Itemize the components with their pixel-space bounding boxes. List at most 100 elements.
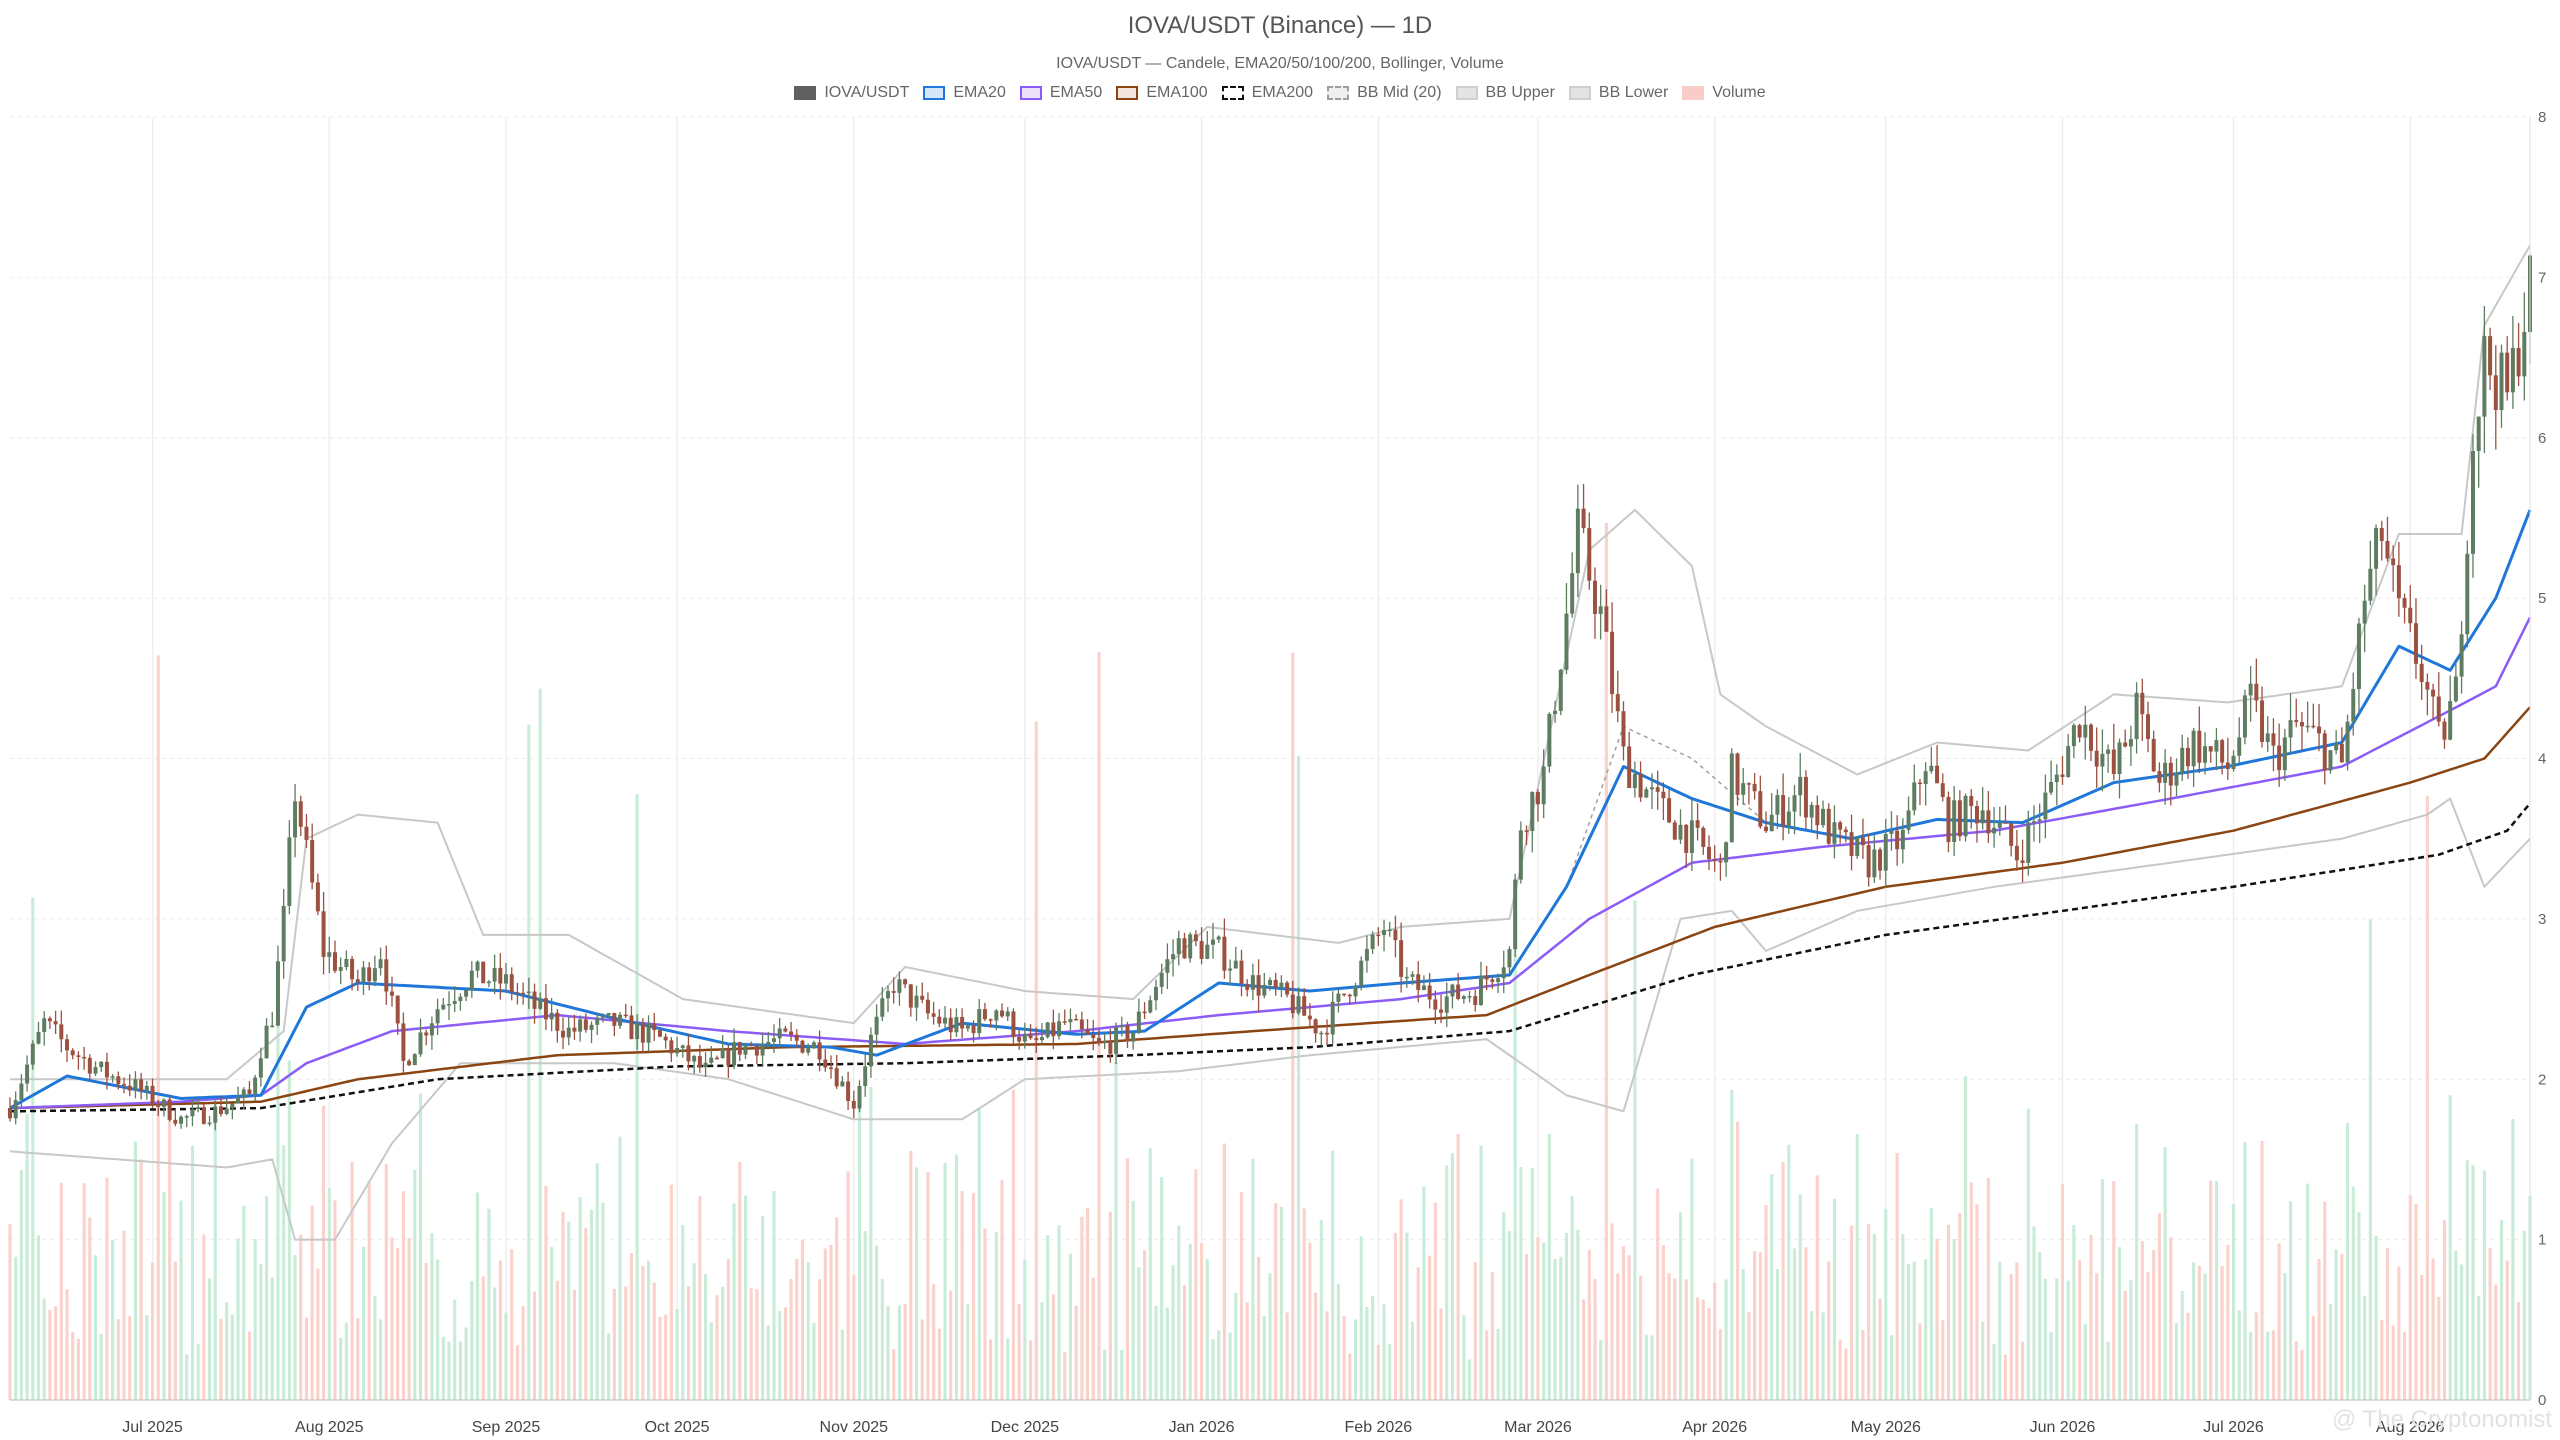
volume-bar — [1399, 1199, 1403, 1400]
candle-body — [8, 1108, 12, 1119]
volume-bar — [989, 1339, 993, 1400]
legend-item-volume[interactable]: Volume — [1682, 84, 1766, 102]
candle-body — [2237, 737, 2242, 756]
candle-body — [304, 826, 309, 840]
candle-body — [1798, 776, 1803, 796]
volume-bar — [1981, 1321, 1985, 1400]
legend-item-ema20[interactable]: EMA20 — [923, 84, 1006, 102]
candle-body — [2031, 821, 2036, 823]
candle-body — [1735, 753, 1740, 795]
volume-bar — [390, 1237, 394, 1400]
y-tick-label: 8 — [2538, 109, 2546, 126]
candle-body — [275, 961, 280, 1026]
volume-bar — [418, 1093, 423, 1400]
volume-bar — [2374, 1235, 2378, 1400]
volume-bar — [584, 1227, 588, 1400]
legend-item-ema200[interactable]: EMA200 — [1221, 84, 1314, 102]
volume-bar — [1017, 1303, 1021, 1400]
volume-bar — [1906, 1263, 1911, 1400]
candle-body — [2488, 336, 2493, 376]
volume-bar — [521, 1306, 525, 1400]
candle-body — [903, 979, 908, 985]
legend-item-bb-mid-20[interactable]: BB Mid (20) — [1327, 84, 1442, 102]
candle-body — [2248, 683, 2253, 696]
candle-body — [1872, 849, 1877, 878]
volume-bar — [2505, 1260, 2509, 1400]
candle-body — [2174, 773, 2179, 786]
candle-body — [1125, 1025, 1130, 1042]
volume-bar — [384, 1163, 388, 1400]
x-tick-label: Jun 2026 — [2030, 1419, 2096, 1436]
candle-body — [789, 1031, 794, 1035]
volume-bar — [1941, 1320, 1945, 1400]
volume-bar — [2237, 1310, 2241, 1400]
volume-bar — [1855, 1133, 1859, 1400]
volume-bar — [2460, 1264, 2464, 1400]
x-tick-label: Mar 2026 — [1504, 1419, 1572, 1436]
volume-bar — [1798, 1194, 1802, 1400]
candle-body — [184, 1116, 189, 1118]
volume-bar — [54, 1306, 58, 1400]
volume-bar — [2431, 1258, 2435, 1400]
volume-bar — [641, 1265, 645, 1400]
legend-item-iova-usdt[interactable]: IOVA/USDT — [794, 84, 909, 102]
candle-body — [857, 1085, 862, 1109]
legend-item-bb-lower[interactable]: BB Lower — [1568, 84, 1668, 102]
candle-body — [880, 998, 885, 1017]
candle-body — [982, 1009, 987, 1020]
candle-body — [2208, 746, 2213, 752]
volume-bar — [1992, 1343, 1996, 1400]
candle-body — [350, 958, 355, 980]
candle-body — [2231, 755, 2236, 769]
volume-bar — [1234, 1292, 1238, 1400]
candle-body — [1108, 1041, 1113, 1054]
candle-body — [1832, 822, 1837, 844]
volume-bar — [1844, 1348, 1848, 1400]
candle-body — [1279, 982, 1284, 989]
volume-bar — [259, 1263, 263, 1400]
candle-body — [2334, 744, 2339, 751]
candle-body — [1353, 986, 1358, 997]
volume-bar — [2254, 1312, 2258, 1400]
candle-body — [2151, 738, 2156, 772]
candle-body — [59, 1024, 64, 1040]
candle-body — [47, 1018, 52, 1022]
volume-bar — [1758, 1252, 1762, 1400]
candle-body — [1621, 711, 1626, 747]
legend-item-ema100[interactable]: EMA100 — [1116, 84, 1208, 102]
volume-bar — [1787, 1144, 1791, 1400]
volume-bar — [726, 1259, 730, 1400]
candle-body — [30, 1043, 35, 1065]
volume-bar — [1849, 1225, 1854, 1400]
volume-bar — [2135, 1124, 2139, 1400]
candle-body — [2294, 720, 2299, 723]
volume-bar — [116, 1319, 120, 1400]
volume-bar — [1239, 1192, 1244, 1400]
candle-body — [1900, 829, 1905, 850]
candle-body — [2014, 845, 2019, 861]
candle-body — [1718, 860, 1723, 863]
volume-bar — [1832, 1198, 1837, 1400]
volume-bar — [1262, 1316, 1266, 1400]
candle-body — [760, 1043, 765, 1056]
ema100-line — [9, 706, 2531, 1110]
volume-bar — [1194, 1169, 1198, 1400]
volume-bar — [447, 1341, 451, 1400]
volume-bar — [1342, 1316, 1346, 1400]
candle-body — [1045, 1022, 1050, 1038]
legend-item-ema50[interactable]: EMA50 — [1019, 84, 1102, 102]
volume-bar — [2209, 1180, 2213, 1400]
candle-body — [344, 958, 349, 968]
volume-bar — [339, 1337, 343, 1400]
candle-body — [1296, 996, 1301, 1014]
x-tick-label: Jan 2026 — [1169, 1419, 1235, 1436]
legend-label: EMA200 — [1251, 84, 1314, 101]
legend-item-bb-upper[interactable]: BB Upper — [1455, 84, 1555, 102]
volume-bar — [789, 1278, 793, 1400]
candle-body — [281, 905, 286, 962]
volume-bar — [93, 1255, 98, 1400]
volume-bar — [464, 1327, 468, 1400]
candle-body — [561, 1030, 566, 1038]
candle-body — [1803, 776, 1808, 818]
volume-bar — [59, 1182, 63, 1400]
